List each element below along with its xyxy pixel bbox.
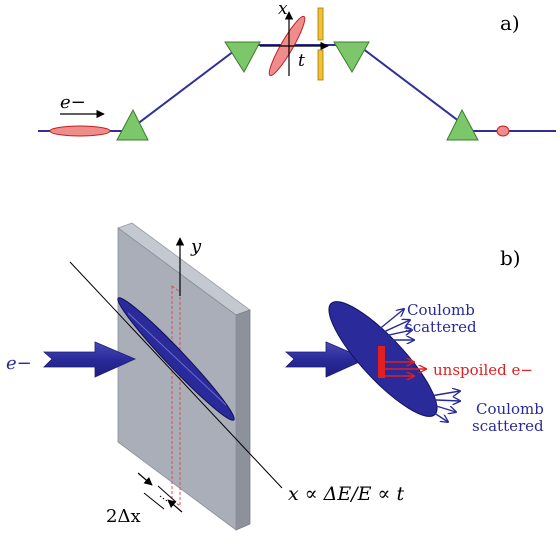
y-axis-label-b: y — [190, 236, 202, 257]
bunch-in-slab — [117, 297, 235, 421]
width-label: 2Δx — [106, 506, 141, 527]
slit-dashed — [171, 285, 181, 507]
width-arrow-right — [167, 499, 183, 513]
unspoiled-arrows — [385, 362, 426, 376]
incoming-beam-arrow-b — [42, 341, 136, 378]
coulomb-arrows-top — [365, 309, 414, 340]
magnet-2 — [224, 41, 261, 73]
width-tick-right — [157, 485, 177, 503]
electron-label-b: e− — [6, 353, 32, 374]
coulomb-top-line1: Coulomb — [407, 301, 475, 319]
coulomb-top-line2: scattered — [405, 318, 477, 336]
transmitted-beam-arrow-b — [284, 341, 367, 378]
relation-label: x ∝ ΔE/E ∝ t — [288, 483, 404, 505]
panel-b: b) y e− 2Δx x ∝ ΔE/E ∝ t — [6, 222, 544, 531]
unspoiled-core — [378, 346, 385, 378]
magnet-1 — [116, 108, 149, 141]
electron-label-a: e− — [60, 92, 86, 113]
beamline-path — [38, 44, 556, 132]
coulomb-bottom-line1: Coulomb — [476, 400, 544, 418]
magnet-3 — [333, 41, 370, 73]
coulomb-arrows-bottom — [412, 391, 460, 422]
foil-upper — [317, 7, 324, 41]
panel-a: a) e− x t — [38, 0, 556, 141]
x-axis-diagonal-b — [69, 261, 283, 489]
width-tick-left — [143, 492, 165, 510]
magnet-4 — [446, 108, 479, 141]
bunch-core-line — [127, 312, 227, 406]
t-axis-label-a: t — [298, 51, 305, 71]
coulomb-bottom-line2: scattered — [472, 417, 544, 435]
panel-a-label: a) — [500, 11, 520, 35]
width-dotted — [159, 495, 175, 507]
width-arrow-left — [137, 472, 153, 486]
incoming-bunch — [49, 125, 111, 137]
foil-lower — [317, 49, 324, 81]
slab-side — [235, 309, 251, 531]
unspoiled-label: unspoiled e− — [433, 361, 533, 379]
x-axis-label-a: x — [278, 0, 288, 19]
outgoing-bunch — [496, 125, 510, 137]
slab-front — [117, 227, 237, 531]
panel-b-label: b) — [500, 246, 521, 270]
